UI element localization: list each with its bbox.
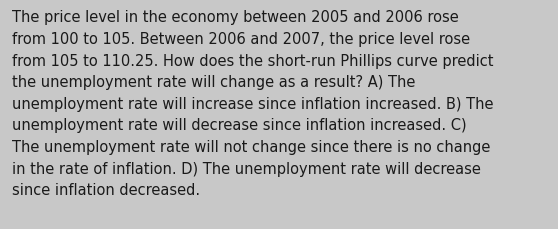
Text: The price level in the economy between 2005 and 2006 rose
from 100 to 105. Betwe: The price level in the economy between 2… [12, 10, 494, 197]
